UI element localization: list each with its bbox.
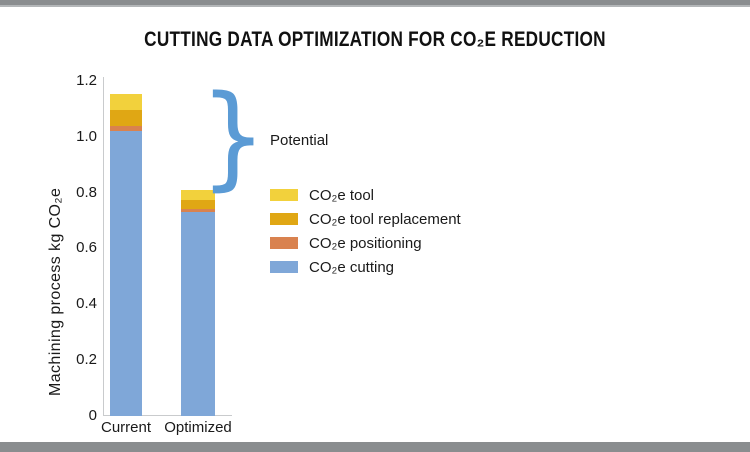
bar-segment-current: [110, 125, 142, 132]
legend-label: CO₂e tool replacement: [309, 210, 461, 228]
y-tick-label: 0.6: [76, 239, 97, 257]
y-tick-label: 0.8: [76, 183, 97, 201]
bar-segment-current: [110, 131, 142, 416]
bar-segment-current: [110, 110, 142, 126]
y-tick-label: 0: [88, 407, 97, 424]
x-axis-baseline: [103, 415, 232, 416]
legend-label: CO₂e positioning: [309, 234, 422, 252]
y-tick-label: 0.4: [76, 295, 97, 313]
bar-segment-optimized: [181, 189, 215, 200]
y-axis-line: [103, 77, 104, 416]
bottom-border-bar: [0, 442, 750, 452]
legend-label: CO₂e cutting: [309, 258, 395, 276]
legend-swatch: [270, 213, 298, 225]
x-tick-label: Optimized: [164, 419, 232, 436]
bar-segment-optimized: [181, 209, 215, 213]
potential-brace-icon: }: [199, 70, 267, 202]
top-border-bar: [0, 0, 750, 7]
chart-title: CUTTING DATA OPTIMIZATION FOR CO₂E REDUC…: [144, 28, 606, 51]
bar-segment-optimized: [181, 199, 215, 210]
legend-swatch: [270, 261, 298, 273]
legend-swatch: [270, 237, 298, 249]
bar-segment-current: [110, 93, 142, 111]
legend-item: CO₂e positioning: [270, 231, 461, 255]
y-tick-label: 0.2: [76, 351, 97, 369]
legend-item: CO₂e cutting: [270, 255, 461, 279]
legend-item: CO₂e tool: [270, 183, 461, 207]
legend: CO₂e tool CO₂e tool replacement CO₂e posit…: [270, 183, 461, 279]
x-tick-label: Current: [100, 419, 152, 436]
legend-swatch: [270, 189, 298, 201]
y-tick-label: 1.2: [76, 71, 97, 89]
y-tick-label: 1.0: [76, 127, 97, 145]
potential-label: Potential: [270, 132, 329, 149]
y-axis-label: Machining process kg CO₂e: [47, 187, 64, 397]
legend-label: CO₂e tool: [309, 186, 375, 204]
bar-segment-optimized: [181, 212, 215, 416]
legend-item: CO₂e tool replacement: [270, 207, 461, 231]
